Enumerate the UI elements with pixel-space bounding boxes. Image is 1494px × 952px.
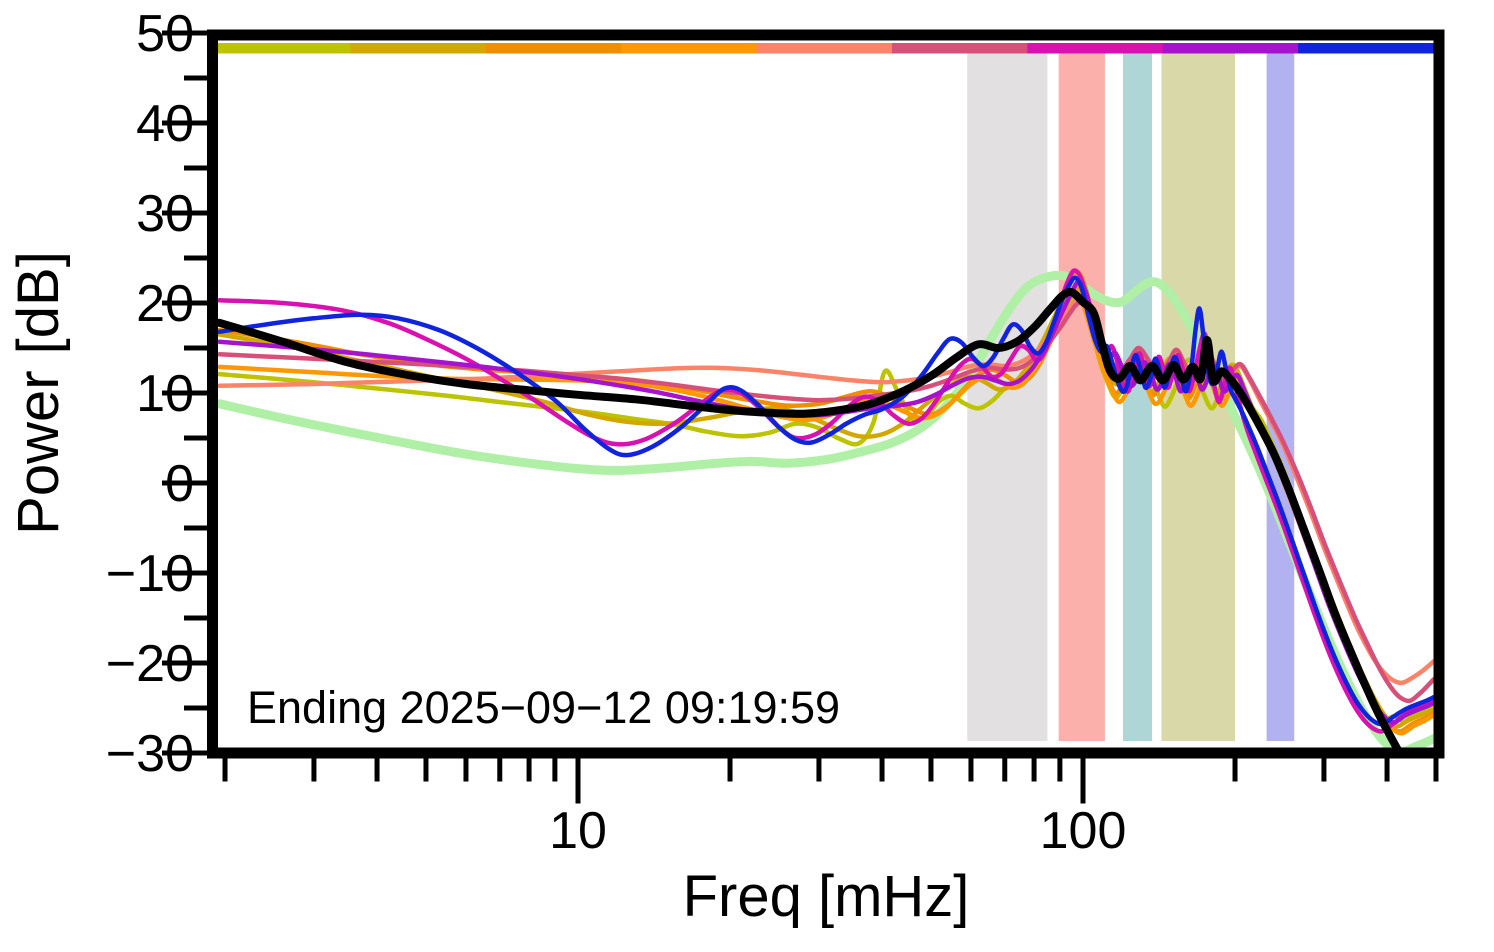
band-teal (1122, 53, 1153, 741)
frequency-bands (967, 53, 1295, 741)
y-tick-label-30: 30 (136, 185, 194, 243)
band-gray (967, 53, 1048, 741)
y-tick-label-40: 40 (136, 95, 194, 153)
y-tick-label-20: 20 (136, 275, 194, 333)
x-tick-label-10: 10 (549, 802, 607, 860)
time-segment-4 (621, 43, 758, 54)
band-pink (1058, 53, 1105, 741)
y-tick-label-50: 50 (136, 5, 194, 63)
time-segment-7 (1027, 43, 1164, 54)
time-segment-5 (756, 43, 893, 54)
y-tick-label--10: −10 (106, 545, 194, 603)
time-segment-6 (891, 43, 1028, 54)
spectrum-magenta (218, 268, 1434, 734)
time-segment-1 (215, 43, 351, 54)
y-tick-label-10: 10 (136, 365, 194, 423)
y-tick-label-0: 0 (165, 455, 194, 513)
spectra-curves (218, 268, 1434, 748)
time-segment-bar (215, 43, 1435, 54)
mean-spectrum-black (218, 287, 1402, 748)
time-segment-9 (1298, 43, 1435, 54)
y-axis-title: Power [dB] (6, 251, 71, 535)
band-periwinkle (1266, 53, 1295, 741)
spectrum-orange (218, 284, 1434, 734)
spectrum-blue (218, 275, 1434, 727)
spectrum-yellow-green (218, 285, 1434, 724)
spectrum-gold (218, 269, 1434, 729)
spectrum-salmon (218, 295, 1434, 686)
y-tick-label--20: −20 (106, 635, 194, 693)
x-axis-title: Freq [mHz] (683, 864, 970, 929)
time-segment-8 (1162, 43, 1299, 54)
axis-ticks (162, 30, 1439, 804)
x-tick-label-100: 100 (1040, 802, 1127, 860)
plot-frame (207, 29, 1445, 759)
spectrum-rose (218, 300, 1434, 704)
spectrum-purple (218, 279, 1434, 725)
y-tick-label--30: −30 (106, 725, 194, 783)
smoothed-spectrum-pale-green (218, 270, 1434, 748)
annotation-ending-time: Ending 2025−09−12 09:19:59 (247, 682, 840, 733)
time-segment-3 (485, 43, 622, 54)
time-segment-2 (350, 43, 487, 54)
